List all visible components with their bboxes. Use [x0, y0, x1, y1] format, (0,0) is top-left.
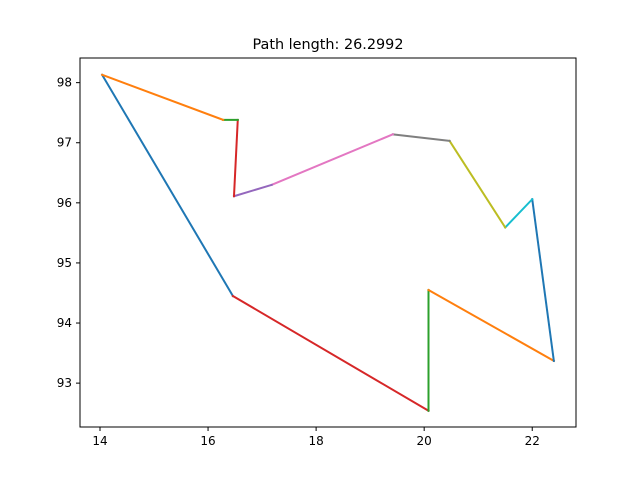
y-axis-ticks: 93 94 95 96 97 98	[57, 76, 80, 390]
path-segment-10	[232, 183, 274, 198]
x-tick-label: 14	[92, 434, 107, 448]
path-segment-8	[391, 133, 451, 143]
y-tick-label: 96	[57, 196, 72, 210]
path-segment-2	[231, 294, 430, 413]
path-segment-1	[100, 73, 235, 298]
path-segment-5	[531, 198, 555, 363]
y-tick-label: 95	[57, 256, 72, 270]
x-tick-label: 20	[417, 434, 432, 448]
y-tick-label: 94	[57, 316, 72, 330]
axes-frame	[79, 57, 577, 428]
y-tick-label: 97	[57, 136, 72, 150]
y-tick-label: 98	[57, 76, 72, 90]
y-tick-label: 93	[57, 376, 72, 390]
path-segment-9	[270, 133, 395, 187]
x-axis-ticks: 14 16 18 20 22	[92, 427, 540, 448]
path-segment-13	[100, 73, 225, 122]
chart-title: Path length: 26.2992	[253, 37, 404, 53]
path-segment-11	[232, 118, 239, 198]
x-tick-label: 16	[200, 434, 215, 448]
x-tick-label: 18	[308, 434, 323, 448]
path-segment-4	[427, 288, 556, 363]
path-segments	[100, 73, 556, 413]
x-tick-label: 22	[525, 434, 540, 448]
path-segment-7	[448, 139, 507, 229]
path-segment-6	[503, 197, 534, 229]
